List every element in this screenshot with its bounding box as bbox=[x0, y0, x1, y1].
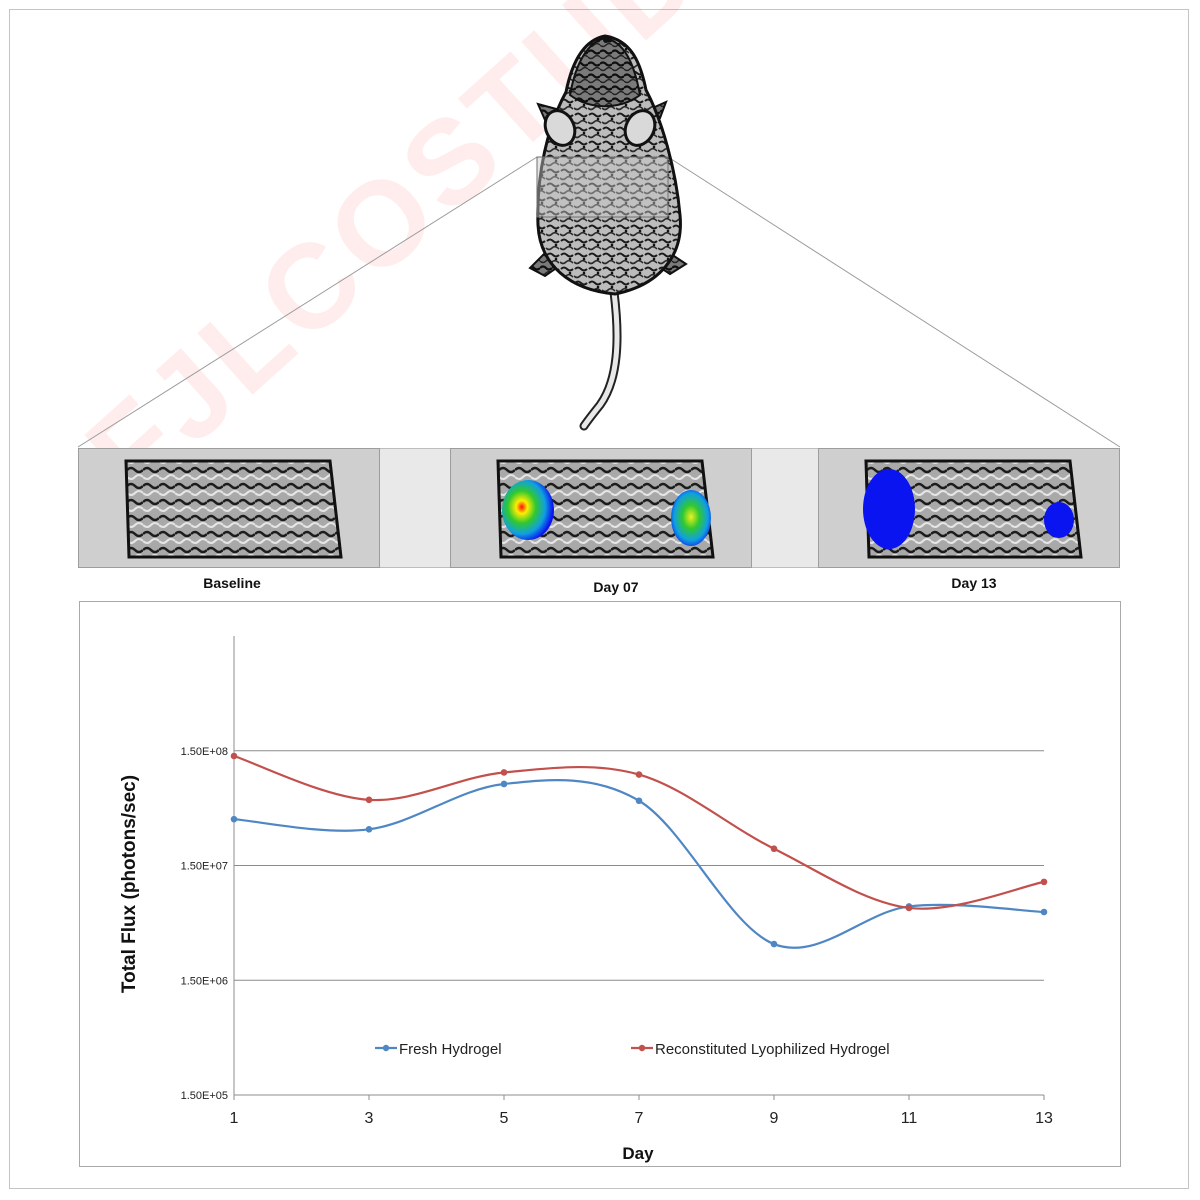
y-tick-label: 1.50E+06 bbox=[181, 975, 228, 987]
data-point-reconstituted bbox=[1040, 878, 1048, 886]
legend-label-reconstituted: Reconstituted Lyophilized Hydrogel bbox=[655, 1041, 890, 1058]
signal-spot-right bbox=[671, 490, 711, 546]
signal-spot-left bbox=[502, 480, 554, 540]
y-tick-label: 1.50E+05 bbox=[181, 1090, 228, 1102]
signal-spot-left bbox=[863, 469, 915, 549]
axis-labels: Day Total Flux (photons/sec) bbox=[119, 775, 654, 1163]
skin-image-day13 bbox=[863, 459, 1083, 559]
data-point-reconstituted bbox=[770, 845, 778, 853]
x-tick-label: 3 bbox=[365, 1110, 374, 1127]
x-tick-label: 7 bbox=[635, 1110, 644, 1127]
skin-image-baseline bbox=[124, 459, 343, 559]
y-tick-label: 1.50E+08 bbox=[181, 746, 228, 758]
y-axis-title: Total Flux (photons/sec) bbox=[119, 775, 140, 993]
signal-spot-right bbox=[1044, 502, 1074, 538]
data-point-fresh bbox=[230, 815, 238, 823]
data-point-reconstituted bbox=[905, 904, 913, 912]
legend-label-fresh: Fresh Hydrogel bbox=[399, 1041, 502, 1058]
data-point-reconstituted bbox=[635, 771, 643, 778]
panel-gap-2 bbox=[752, 448, 818, 568]
axes: 1.50E+051.50E+061.50E+071.50E+081 3 5 7 9 11 1… bbox=[181, 636, 1053, 1127]
data-point-reconstituted bbox=[365, 796, 373, 804]
series-line-fresh bbox=[233, 779, 1045, 949]
data-point-fresh bbox=[365, 826, 373, 833]
zoom-line-right bbox=[667, 156, 1121, 448]
data-point-fresh bbox=[1040, 908, 1048, 916]
x-tick-label: 11 bbox=[901, 1110, 918, 1127]
panel-label-day07: Day 07 bbox=[593, 579, 639, 595]
flux-line-chart: 1.50E+051.50E+061.50E+071.50E+081 3 5 7 9 11 1… bbox=[119, 636, 1053, 1163]
legend-marker-reconstituted bbox=[638, 1044, 646, 1052]
y-tick-label: 1.50E+07 bbox=[181, 861, 228, 873]
zoom-region-box bbox=[536, 156, 669, 218]
x-tick-label: 5 bbox=[500, 1110, 509, 1127]
data-point-reconstituted bbox=[230, 752, 238, 760]
panel-gap-1 bbox=[380, 448, 450, 568]
x-axis-title: Day bbox=[622, 1144, 654, 1163]
panel-label-day13: Day 13 bbox=[951, 575, 997, 591]
data-point-fresh bbox=[500, 780, 508, 788]
grid-lines bbox=[234, 750, 1044, 981]
legend-marker-fresh bbox=[382, 1044, 390, 1052]
data-point-reconstituted bbox=[500, 769, 508, 776]
zoom-line-left bbox=[77, 156, 538, 448]
series-line-reconstituted bbox=[233, 754, 1045, 910]
skin-image-day07 bbox=[496, 459, 715, 559]
x-tick-label: 1 bbox=[230, 1110, 239, 1127]
x-tick-label: 13 bbox=[1035, 1110, 1053, 1127]
x-tick-label: 9 bbox=[770, 1110, 779, 1127]
panel-day07 bbox=[450, 448, 752, 568]
mouse-illustration bbox=[77, 34, 1121, 448]
data-point-fresh bbox=[635, 797, 643, 805]
data-point-fresh bbox=[770, 940, 778, 948]
panel-label-baseline: Baseline bbox=[203, 575, 261, 591]
figure-frame bbox=[9, 9, 1189, 1189]
panel-baseline bbox=[78, 448, 380, 568]
series bbox=[230, 752, 1048, 949]
panel-day13 bbox=[818, 448, 1120, 568]
chart-frame bbox=[79, 601, 1121, 1167]
legend: Fresh Hydrogel Reconstituted Lyophilized… bbox=[375, 1041, 890, 1058]
